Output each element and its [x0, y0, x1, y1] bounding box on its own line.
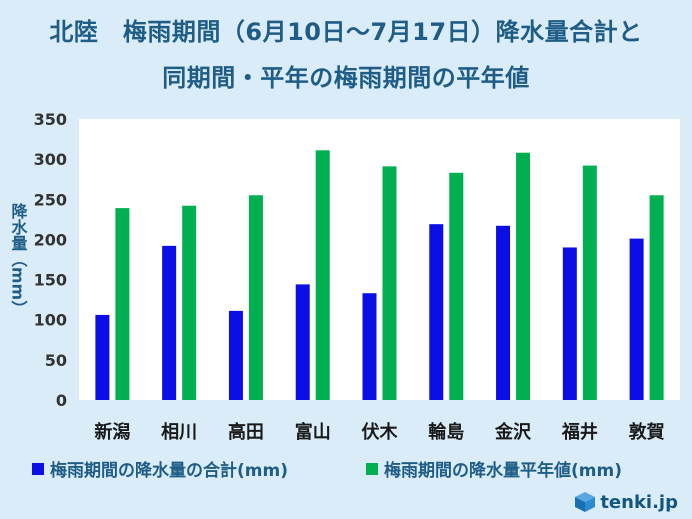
legend-swatch-series2 [366, 462, 378, 475]
bar-series1 [429, 224, 444, 400]
y-tick-label: 350 [34, 110, 67, 129]
bar-series2 [516, 152, 531, 400]
bar-series1 [562, 247, 577, 400]
tenki-logo-text: tenki.jp [600, 491, 678, 513]
x-tick-label: 金沢 [494, 421, 532, 443]
bar-series2 [449, 172, 464, 400]
bar-series2 [582, 165, 597, 400]
plot-area [79, 119, 680, 400]
x-tick-label: 高田 [228, 421, 264, 443]
y-tick-label: 300 [34, 150, 67, 169]
x-tick-label: 福井 [561, 421, 598, 443]
x-tick-label: 相川 [161, 422, 197, 443]
bar-series1 [295, 284, 310, 400]
legend-item-series2: 梅雨期間の降水量平年値(mm) [366, 456, 622, 481]
bar-series1 [95, 314, 110, 400]
tenki-logo: tenki.jp [574, 491, 678, 513]
bar-series2 [182, 205, 197, 400]
bar-series1 [362, 293, 377, 400]
bar-series1 [496, 225, 511, 400]
legend: 梅雨期間の降水量の合計(mm) 梅雨期間の降水量平年値(mm) [0, 456, 692, 482]
x-tick-label: 富山 [295, 421, 331, 443]
bar-series2 [315, 150, 330, 400]
bar-series2 [649, 195, 664, 400]
bar-series1 [162, 245, 177, 400]
y-tick-label: 50 [45, 351, 67, 370]
y-tick-label: 150 [34, 271, 67, 290]
bar-series1 [228, 310, 243, 400]
chart-title-line2: 同期間・平年の梅雨期間の平年値 [162, 64, 530, 92]
y-tick-label: 250 [34, 190, 67, 209]
x-tick-label: 敦賀 [629, 421, 665, 443]
legend-swatch-series1 [32, 462, 44, 475]
bar-series2 [248, 195, 263, 400]
tenki-cube-icon [575, 492, 596, 512]
legend-label-series1: 梅雨期間の降水量の合計(mm) [50, 461, 288, 481]
chart-title-line1: 北陸 梅雨期間（6月10日～7月17日）降水量合計と [49, 18, 643, 46]
x-tick-label: 伏木 [362, 421, 399, 443]
bar-series1 [629, 238, 644, 400]
x-tick-label: 新潟 [94, 421, 130, 443]
bar-series2 [115, 208, 130, 400]
y-axis-label: 降水量（mm） [9, 202, 28, 316]
bar-series2 [382, 166, 397, 400]
legend-label-series2: 梅雨期間の降水量平年値(mm) [384, 461, 622, 481]
x-tick-label: 輪島 [428, 421, 464, 443]
y-tick-label: 200 [34, 230, 67, 249]
y-tick-label: 100 [34, 311, 67, 330]
y-tick-label: 0 [56, 391, 67, 410]
legend-item-series1: 梅雨期間の降水量の合計(mm) [32, 456, 288, 481]
